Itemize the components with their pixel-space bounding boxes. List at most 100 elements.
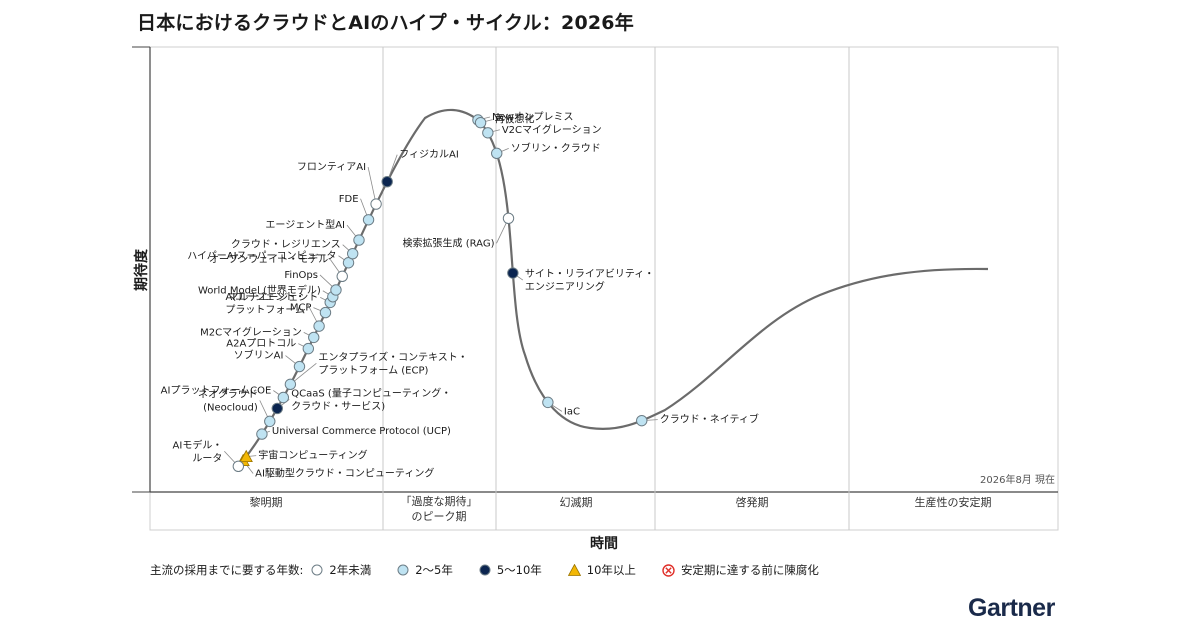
technology-label-line: AIエージェント・ [226, 292, 306, 303]
technology-label-line: M2Cマイグレーション [200, 325, 302, 338]
technology-marker [482, 127, 494, 139]
technology-label-line: QCaaS (量子コンピューティング・ [291, 386, 451, 399]
technology-label-line: 宇宙コンピューティング [258, 449, 367, 462]
gartner-logo: Gartner [968, 594, 1055, 622]
technology-label-line: フィジカルAI [399, 149, 459, 161]
technology-label-line: クラウド・サービス) [291, 400, 385, 412]
technology-marker [284, 378, 297, 390]
technology-label-line: World Model (世界モデル) [198, 284, 321, 297]
technology-label-line: ネオクラウド [198, 388, 258, 400]
technology-label-line: エンジニアリング [525, 280, 605, 293]
technology-label: サイト・リライアビリティ・エンジニアリング [525, 268, 654, 293]
technology-label: エンタプライズ・コンテキスト・プラットフォーム (ECP) [318, 350, 467, 376]
legend-label-gt10: 10年以上 [586, 563, 636, 577]
phase-label-trough: 幻滅期 [560, 496, 593, 509]
technology-label-line: AI駆動型クラウド・コンピューティング [255, 467, 434, 480]
technology-label: AI駆動型クラウド・コンピューティング [255, 467, 434, 480]
technology-marker [507, 267, 519, 279]
phase-label-innovation-trigger: 黎明期 [250, 495, 283, 509]
legend-label-5to10: 5〜10年 [496, 563, 542, 577]
technology-label: World Model (世界モデル) [198, 284, 321, 297]
technology-label-line: プラットフォーム [225, 304, 305, 316]
technology-label-line: AIモデル・ [173, 438, 223, 451]
technology-label: QCaaS (量子コンピューティング・クラウド・サービス) [291, 386, 451, 412]
technology-label-line: AIプラットフォームCOE [161, 385, 272, 397]
technology-label-line: フロンティアAI [297, 162, 366, 173]
technology-label: ハイパーAIスーパーコンピュータ [187, 250, 336, 262]
technology-marker [491, 147, 503, 160]
technology-label-line: ソブリン・クラウド [511, 141, 601, 154]
technology-label-line: MCP [290, 303, 312, 314]
technology-label: FDE [339, 194, 359, 205]
technology-label: フィジカルAI [399, 149, 459, 161]
legend: 主流の採用までに要する年数: 2年未満 2〜5年 5〜10年 10年以上 安定期… [150, 562, 845, 578]
technology-label: クラウド・ネイティブ [660, 413, 759, 426]
technology-marker [370, 198, 382, 210]
legend-symbol-dark-blue-circle [479, 564, 491, 576]
technology-label: フロンティアAI [297, 162, 366, 173]
technology-label: Newオンプレミス [492, 111, 574, 123]
technology-label-line: FDE [339, 194, 359, 205]
technology-label: マルチエージェント [228, 291, 318, 303]
technology-marker [313, 320, 325, 332]
technology-marker [636, 414, 648, 427]
technology-marker [381, 175, 393, 188]
technology-label: IaC [564, 406, 580, 417]
technology-marker [271, 402, 283, 415]
leader-line [367, 166, 377, 205]
legend-title: 主流の採用までに要する年数: [150, 563, 304, 577]
technology-marker [336, 270, 348, 283]
technology-label-line: エンタプライズ・コンテキスト・ [318, 350, 467, 363]
x-axis-label: 時間 [590, 535, 618, 552]
technology-label-line: マルチエージェント [228, 291, 318, 303]
technology-marker [330, 284, 342, 296]
technology-marker [362, 214, 375, 226]
technology-marker [256, 428, 268, 440]
legend-symbol-white-circle [311, 564, 323, 576]
technology-label-line: ソブリンAI [234, 349, 284, 362]
legend-symbol-yellow-triangle [567, 564, 581, 576]
technology-label: AIプラットフォームCOE [161, 385, 272, 397]
technology-label: V2Cマイグレーション [502, 123, 602, 136]
technology-label-line: エージェント型AI [265, 218, 345, 231]
technology-label-line: V2Cマイグレーション [502, 123, 602, 136]
technology-marker-triangle [239, 449, 253, 463]
technology-label: MCP [290, 303, 312, 314]
technology-label-line: プラットフォーム (ECP) [318, 364, 428, 376]
technology-marker [232, 460, 245, 472]
technology-label-line: クラウド・レジリエンス [231, 239, 341, 251]
technology-label: ソブリンAI [234, 349, 284, 362]
technology-label: 検索拡張生成 (RAG) [403, 236, 495, 249]
legend-symbol-light-blue-circle [397, 564, 409, 576]
phase-label-slope: 啓発期 [736, 495, 769, 509]
technology-marker [277, 391, 290, 404]
technology-label: 宇宙コンピューティング [258, 449, 367, 462]
technology-label: エージェント型AI [265, 218, 345, 231]
as-of-date: 2026年8月 現在 [980, 473, 1055, 486]
technology-label-line: ハイパーAIスーパーコンピュータ [187, 250, 336, 262]
phase-label-peak-line2: のピーク期 [412, 510, 467, 523]
legend-label-obsolete: 安定期に達する前に陳腐化 [680, 563, 819, 577]
technology-marker [264, 415, 276, 428]
technology-marker [502, 212, 515, 225]
technology-label: ネオクラウド (Neocloud) [198, 388, 258, 413]
technology-label-line: FinOps [284, 270, 318, 281]
legend-symbol-red-cross-circle [662, 563, 675, 577]
technology-label: A2Aプロトコル [226, 338, 296, 350]
technology-marker [542, 396, 554, 409]
y-axis-label: 期待度 [133, 248, 150, 291]
hype-curve [234, 108, 989, 471]
technology-label-line: オープンウェイト・モデル [209, 252, 328, 265]
technology-marker [308, 331, 320, 344]
chart-title: 日本におけるクラウドとAIのハイプ・サイクル：2026年 [137, 12, 634, 34]
legend-item-gt10: 10年以上 [567, 562, 636, 578]
technology-label: AIエージェント・プラットフォーム [225, 292, 305, 316]
technology-label-line: クラウド・ネイティブ [660, 413, 759, 426]
technology-label: Universal Commerce Protocol (UCP) [272, 426, 451, 437]
technology-label-line: A2Aプロトコル [226, 338, 296, 350]
technology-label-line: IaC [564, 406, 580, 417]
phase-label-plateau: 生産性の安定期 [915, 495, 992, 509]
technology-label: オープンウェイト・モデル [209, 252, 328, 265]
